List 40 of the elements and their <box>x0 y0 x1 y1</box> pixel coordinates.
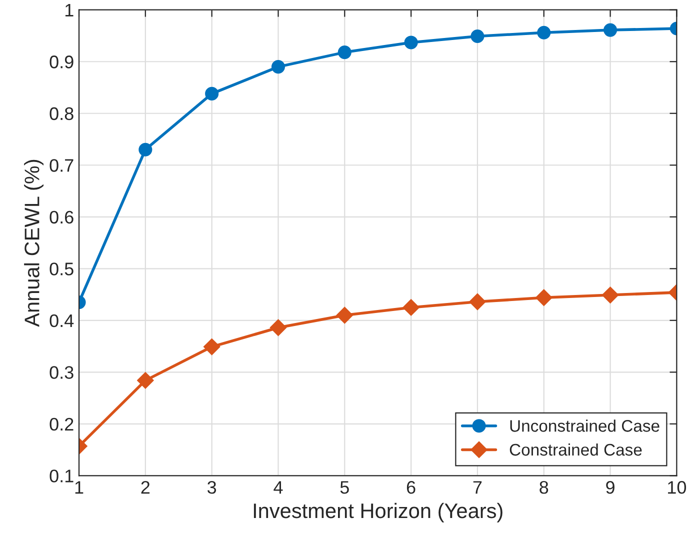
x-tick-label: 1 <box>75 481 84 494</box>
y-tick-label: 0.1 <box>50 470 74 482</box>
y-tick-label: 0.5 <box>50 262 74 276</box>
point <box>537 26 551 40</box>
point <box>470 29 484 44</box>
point <box>271 60 286 74</box>
x-tick-label: 5 <box>340 481 349 494</box>
point <box>270 319 287 336</box>
x-axis-title: Investment Horizon (Years) <box>254 502 502 522</box>
y-axis-title: Annual CEWL (%) <box>24 160 44 327</box>
y-tick-label: 0.7 <box>50 159 74 172</box>
y-tick-label: 0.2 <box>50 418 74 431</box>
point <box>138 142 152 156</box>
x-tick-label: 3 <box>207 481 216 494</box>
y-tick-label: 0.6 <box>50 210 74 224</box>
y-tick-label: 1 <box>65 4 74 16</box>
point <box>604 23 618 37</box>
x-tick-label: 9 <box>606 481 614 494</box>
legend-label: Unconstrained Case <box>510 420 660 432</box>
legend-label: Constrained Case <box>510 443 642 456</box>
x-tick-label: 4 <box>274 481 283 494</box>
point <box>402 299 420 316</box>
x-tick-label: 2 <box>141 481 150 494</box>
y-tick-label: 0.4 <box>50 314 74 328</box>
point <box>536 289 552 306</box>
x-tick-label: 10 <box>668 481 686 494</box>
y-tick-label: 0.3 <box>50 366 74 379</box>
x-tick-label: 6 <box>406 481 416 494</box>
point <box>469 293 486 310</box>
point <box>602 286 619 304</box>
x-tick-label: 8 <box>540 481 548 494</box>
point <box>336 306 354 324</box>
point <box>205 86 219 100</box>
x-tick-label: 7 <box>473 481 482 494</box>
point <box>203 338 220 356</box>
y-tick-label: 0.9 <box>50 56 74 68</box>
point <box>404 36 418 50</box>
point <box>338 46 352 60</box>
point <box>137 372 154 389</box>
y-tick-label: 0.8 <box>50 107 74 120</box>
